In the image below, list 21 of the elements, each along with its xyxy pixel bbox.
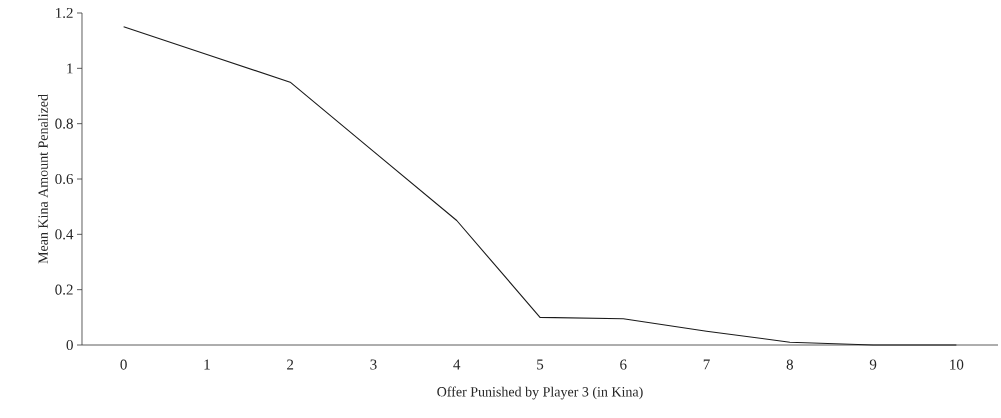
y-tick-label: 0.2 <box>55 284 73 295</box>
x-tick-label: 10 <box>950 359 964 370</box>
x-tick-label: 7 <box>703 359 710 370</box>
x-axis-title: Offer Punished by Player 3 (in Kina) <box>437 386 643 400</box>
y-tick-label: 0.4 <box>55 229 74 240</box>
x-tick-label: 8 <box>786 359 794 370</box>
y-tick-label: 1.2 <box>56 7 73 19</box>
x-tick-label: 0 <box>120 359 127 370</box>
x-tick-label: 2 <box>287 359 294 370</box>
line-series <box>123 26 957 346</box>
x-tick-label: 1 <box>204 359 210 370</box>
y-tick-label: 1 <box>67 63 73 74</box>
x-tick-label: 9 <box>869 359 877 370</box>
y-tick-label: 0.8 <box>55 118 73 129</box>
x-tick-label: 6 <box>620 359 627 370</box>
x-tick-label: 4 <box>453 359 461 370</box>
y-tick-label: 0.6 <box>55 173 74 185</box>
x-tick-label: 3 <box>370 359 377 370</box>
x-tick-label: 5 <box>537 359 544 370</box>
y-axis-title: Mean Kina Amount Penalized <box>37 94 48 264</box>
y-tick-label: 0 <box>66 339 73 351</box>
